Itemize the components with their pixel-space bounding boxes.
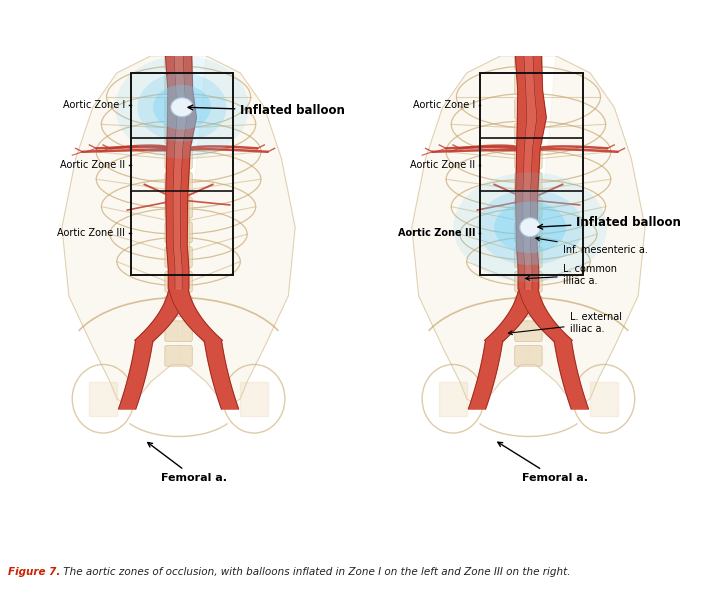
Polygon shape (519, 289, 573, 340)
FancyBboxPatch shape (515, 247, 542, 267)
FancyBboxPatch shape (165, 98, 192, 119)
Polygon shape (165, 56, 197, 289)
Ellipse shape (171, 98, 193, 117)
Polygon shape (169, 289, 223, 340)
FancyBboxPatch shape (515, 49, 542, 70)
Text: L. external
illiac a.: L. external illiac a. (508, 313, 621, 334)
FancyBboxPatch shape (515, 173, 542, 193)
FancyBboxPatch shape (515, 272, 542, 292)
Text: Aortic Zone II: Aortic Zone II (410, 160, 475, 170)
Text: Inf. mesenteric a.: Inf. mesenteric a. (536, 237, 648, 254)
Polygon shape (168, 83, 189, 262)
Text: Figure 7.: Figure 7. (8, 568, 61, 577)
Text: Aortic Zone II: Aortic Zone II (60, 160, 125, 170)
FancyBboxPatch shape (515, 296, 542, 317)
FancyBboxPatch shape (515, 197, 542, 218)
FancyBboxPatch shape (515, 222, 542, 243)
Polygon shape (119, 340, 153, 409)
Polygon shape (554, 340, 588, 409)
Polygon shape (62, 56, 296, 406)
Polygon shape (515, 56, 547, 289)
FancyBboxPatch shape (515, 346, 542, 366)
Text: Inflated balloon: Inflated balloon (538, 216, 682, 229)
Polygon shape (439, 382, 467, 416)
FancyBboxPatch shape (165, 148, 192, 168)
Ellipse shape (153, 85, 211, 129)
Polygon shape (173, 56, 187, 289)
Ellipse shape (520, 218, 540, 237)
Text: Aortic Zone III: Aortic Zone III (57, 228, 125, 238)
Polygon shape (484, 289, 538, 340)
FancyBboxPatch shape (515, 321, 542, 342)
FancyBboxPatch shape (165, 74, 192, 94)
Polygon shape (89, 382, 117, 416)
FancyBboxPatch shape (165, 197, 192, 218)
Polygon shape (204, 340, 238, 409)
FancyBboxPatch shape (515, 148, 542, 168)
FancyBboxPatch shape (515, 98, 542, 119)
FancyBboxPatch shape (165, 272, 192, 292)
Polygon shape (240, 382, 268, 416)
FancyBboxPatch shape (515, 123, 542, 144)
Polygon shape (469, 340, 503, 409)
FancyBboxPatch shape (515, 74, 542, 94)
FancyBboxPatch shape (165, 173, 192, 193)
Text: Aortic Zone I: Aortic Zone I (63, 100, 125, 110)
Ellipse shape (453, 173, 607, 282)
Polygon shape (523, 56, 537, 289)
Bar (481, 73, 583, 275)
FancyBboxPatch shape (165, 296, 192, 317)
FancyBboxPatch shape (165, 247, 192, 267)
Text: Inflated balloon: Inflated balloon (188, 104, 345, 117)
Text: Femoral a.: Femoral a. (498, 442, 588, 483)
FancyBboxPatch shape (165, 222, 192, 243)
Ellipse shape (137, 73, 226, 142)
FancyBboxPatch shape (165, 123, 192, 144)
Polygon shape (134, 289, 188, 340)
Polygon shape (518, 83, 539, 262)
Ellipse shape (115, 56, 249, 159)
Text: L. common
illiac a.: L. common illiac a. (525, 264, 617, 286)
Polygon shape (590, 382, 618, 416)
FancyBboxPatch shape (165, 346, 192, 366)
Ellipse shape (477, 190, 583, 265)
Text: Femoral a.: Femoral a. (148, 442, 228, 483)
Text: The aortic zones of occlusion, with balloons inflated in Zone I on the left and : The aortic zones of occlusion, with ball… (60, 568, 571, 577)
Text: Aortic Zone I: Aortic Zone I (413, 100, 475, 110)
Ellipse shape (494, 202, 566, 253)
Polygon shape (411, 56, 645, 406)
FancyBboxPatch shape (165, 49, 192, 70)
Bar (131, 73, 233, 275)
Text: Aortic Zone III: Aortic Zone III (398, 228, 475, 238)
FancyBboxPatch shape (165, 321, 192, 342)
